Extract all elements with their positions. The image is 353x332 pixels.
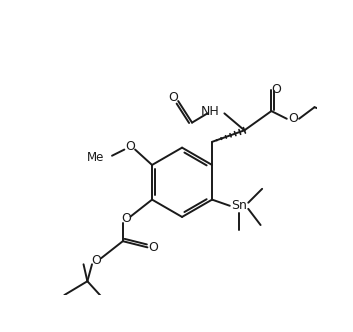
Text: NH: NH xyxy=(200,105,219,118)
Text: O: O xyxy=(271,83,281,96)
Text: O: O xyxy=(125,140,134,153)
Text: Sn: Sn xyxy=(231,199,247,212)
Text: Me: Me xyxy=(87,151,104,164)
Text: O: O xyxy=(288,112,298,125)
Text: O: O xyxy=(91,254,101,267)
Text: O: O xyxy=(169,91,179,104)
Text: O: O xyxy=(122,212,132,225)
Text: O: O xyxy=(148,241,158,254)
